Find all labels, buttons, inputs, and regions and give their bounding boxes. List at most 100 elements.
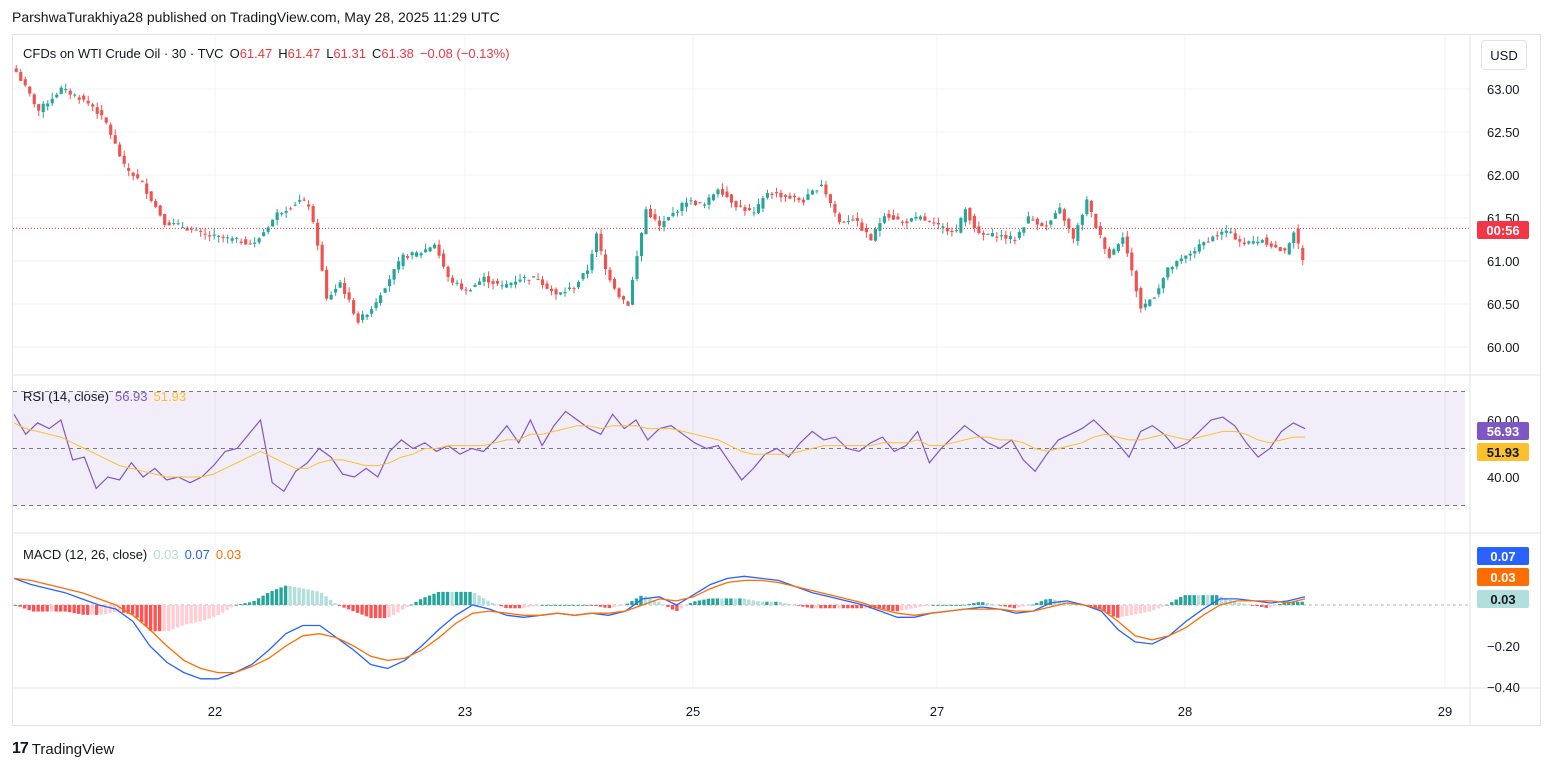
- macd-histogram-bar: [94, 605, 99, 615]
- macd-histogram-bar: [918, 605, 922, 607]
- macd-y-tick-label: −0.40: [1487, 680, 1520, 695]
- candle-body: [41, 103, 45, 113]
- candle-body: [316, 222, 320, 246]
- candle-body: [185, 227, 189, 231]
- hist-badge: 0.03: [1477, 590, 1529, 608]
- candle-body: [1256, 241, 1260, 244]
- macd-histogram-bar: [769, 601, 774, 605]
- candle-body: [239, 241, 243, 243]
- candle-body: [1287, 243, 1291, 255]
- macd-histogram-bar: [351, 605, 355, 612]
- candle-body: [392, 269, 396, 280]
- macd-histogram-bar: [675, 605, 679, 611]
- macd-histogram-bar: [378, 605, 382, 619]
- macd-histogram-bar: [837, 605, 841, 609]
- signal-value: 0.03: [215, 547, 242, 562]
- macd-histogram-bar: [544, 605, 549, 606]
- candle-body: [1251, 241, 1255, 244]
- candle-body: [527, 279, 531, 281]
- macd-histogram-bar: [702, 599, 706, 605]
- macd-histogram-bar: [661, 604, 666, 606]
- macd-histogram-bar: [1237, 602, 1241, 605]
- candle-body: [55, 94, 59, 98]
- candle-body: [1184, 255, 1188, 259]
- candle-body: [1139, 288, 1143, 309]
- close-value: 61.38: [381, 46, 414, 61]
- candle-body: [199, 231, 203, 233]
- candle-body: [302, 199, 306, 201]
- macd-histogram-bar: [432, 593, 436, 605]
- macd-histogram-bar: [1017, 605, 1021, 608]
- macd-histogram-bar: [706, 598, 711, 605]
- candle-body: [594, 233, 599, 253]
- candle-body: [352, 300, 356, 314]
- macd-histogram-bar: [522, 605, 526, 609]
- macd-histogram-bar: [364, 605, 369, 617]
- macd-histogram-bar: [900, 605, 904, 611]
- macd-histogram-bar: [1008, 605, 1012, 608]
- macd-histogram-bar: [306, 589, 310, 605]
- candle-body: [401, 254, 405, 266]
- rsi-title[interactable]: RSI (14, close): [23, 389, 109, 404]
- candle-body: [1161, 278, 1165, 289]
- candle-body: [1026, 216, 1030, 224]
- macd-histogram-bar: [1048, 598, 1052, 605]
- macd-histogram-bar: [558, 605, 562, 606]
- candle-body: [707, 197, 711, 205]
- tradingview-logo[interactable]: 17 TradingView: [12, 740, 114, 758]
- candle-body: [689, 200, 693, 202]
- candle-body: [504, 284, 509, 288]
- macd-histogram-bar: [895, 605, 900, 612]
- macd-histogram-bar: [225, 605, 229, 611]
- candle-body: [419, 253, 423, 256]
- macd-histogram-bar: [234, 604, 238, 606]
- macd-histogram-bar: [333, 603, 337, 605]
- y-tick-label: 63.00: [1487, 82, 1520, 97]
- symbol-title[interactable]: CFDs on WTI Crude Oil · 30 · TVC: [23, 46, 224, 61]
- candle-body: [1175, 260, 1179, 267]
- macd-histogram-bar: [904, 605, 909, 610]
- macd-histogram-bar: [517, 605, 522, 609]
- macd-histogram-bar: [499, 605, 504, 607]
- candle-body: [136, 174, 140, 179]
- candle-body: [554, 289, 558, 295]
- macd-histogram-bar: [1282, 602, 1286, 605]
- currency-button[interactable]: USD: [1481, 40, 1527, 70]
- x-tick-label: 25: [686, 704, 700, 719]
- candle-body: [824, 184, 828, 195]
- macd-histogram-bar: [328, 599, 333, 605]
- candle-body: [266, 227, 270, 232]
- candle-body: [860, 222, 864, 231]
- macd-histogram-bar: [1111, 605, 1115, 617]
- macd-histogram-bar: [198, 605, 202, 622]
- candle-body: [1206, 241, 1210, 243]
- candle-body: [1017, 232, 1021, 238]
- candle-body: [666, 216, 671, 221]
- publisher-line: ParshwaTurakhiya28 published on TradingV…: [12, 9, 500, 25]
- macd-histogram-bar: [1296, 601, 1300, 605]
- macd-histogram-bar: [783, 603, 787, 605]
- candle-body: [720, 189, 725, 195]
- candle-body: [244, 239, 248, 245]
- candle-body: [945, 227, 949, 232]
- candle-body: [698, 202, 702, 204]
- macd-histogram-bar: [666, 605, 670, 607]
- candle-body: [1035, 218, 1039, 225]
- candle-body: [626, 301, 630, 306]
- macd-histogram-bar: [283, 585, 288, 605]
- candle-body: [1040, 223, 1044, 227]
- macd-histogram-bar: [810, 605, 814, 609]
- candle-body: [1143, 303, 1147, 308]
- candle-body: [617, 288, 621, 298]
- macd-histogram-bar: [1030, 604, 1034, 606]
- candle-body: [1022, 227, 1026, 233]
- macd-histogram-bar: [540, 605, 544, 606]
- macd-title[interactable]: MACD (12, 26, close): [23, 547, 148, 562]
- macd-histogram-bar: [882, 605, 886, 610]
- candle-body: [1242, 242, 1246, 245]
- candle-body: [1148, 299, 1152, 306]
- macd-histogram-bar: [346, 605, 351, 610]
- macd-histogram-bar: [427, 595, 432, 605]
- candle-body: [37, 104, 41, 111]
